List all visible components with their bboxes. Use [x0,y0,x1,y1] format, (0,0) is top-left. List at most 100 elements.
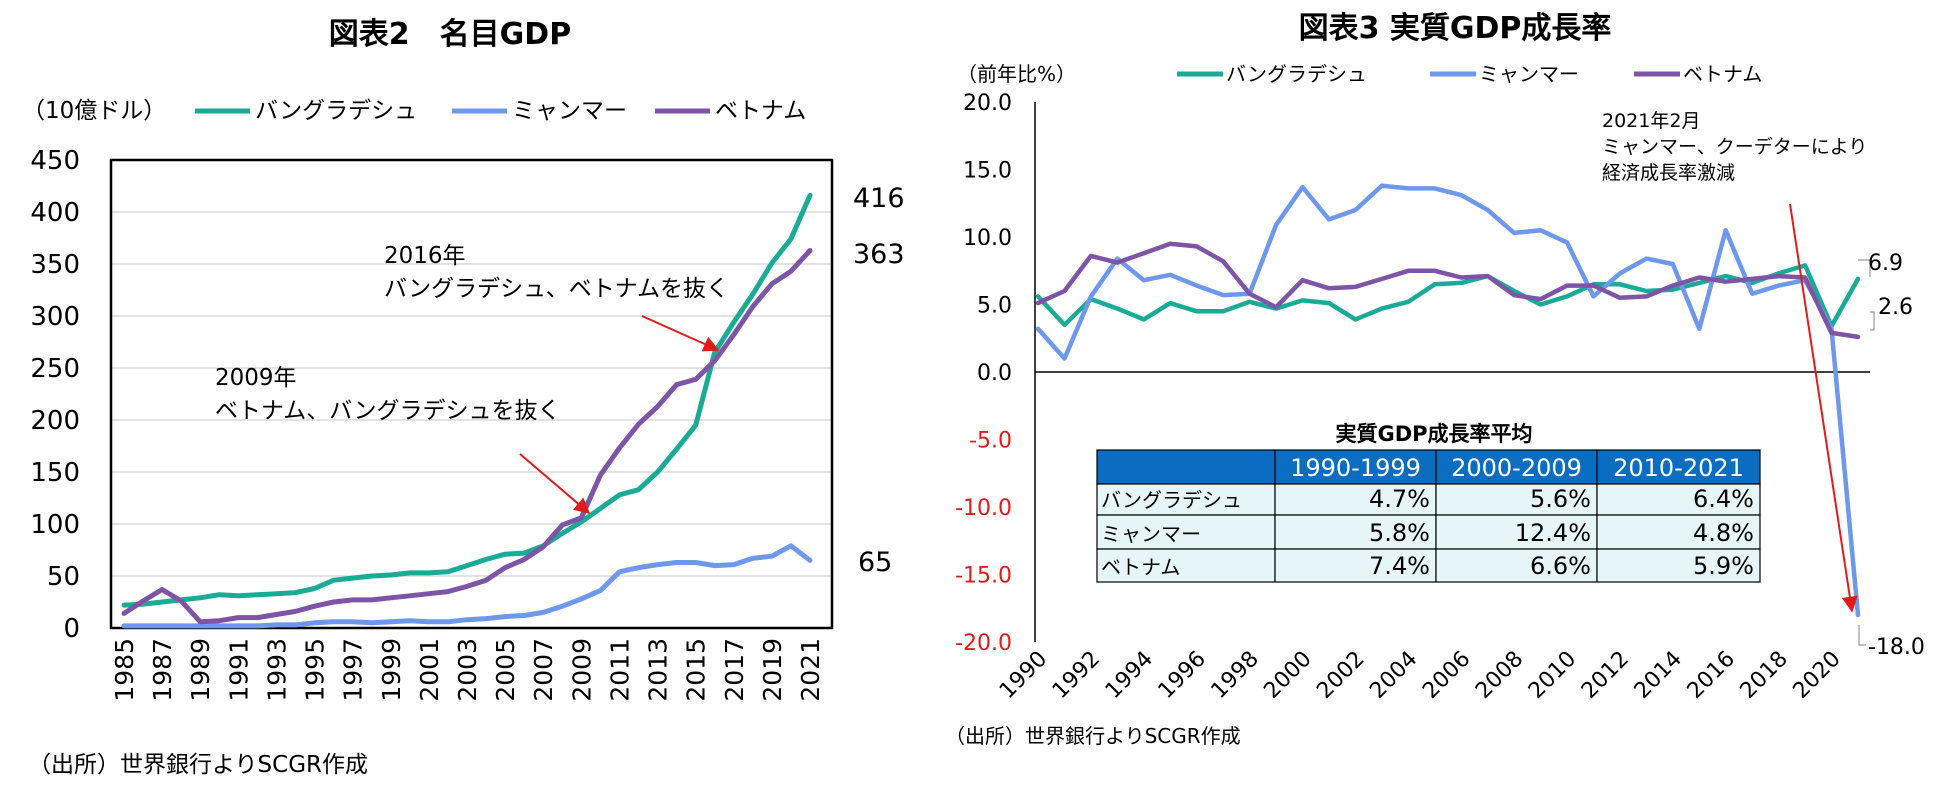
growth-annotation-line3: 経済成長率激減 [1602,162,1735,184]
gdp-annotation-2016-line1: 2016年 [384,243,466,269]
growth-x-tick-label: 2008 [1471,647,1528,704]
gdp-series-lines [121,192,813,629]
table-cell [1435,548,1598,583]
growth-legend-label-myanmar: ミャンマー [1479,62,1579,86]
growth-x-tick-label: 2016 [1683,647,1740,704]
table-header-label: 1990-1999 [1290,454,1421,482]
growth-y-tick-label: 15.0 [963,159,1012,184]
table-cell-value: 5.8% [1369,519,1430,547]
gdp-legend-label-myanmar: ミャンマー [512,98,627,124]
growth-line-myanmar [1035,183,1861,618]
gdp-x-tick-label: 1985 [110,638,139,702]
gdp-y-tick-label: 150 [30,458,80,488]
table-cell-value: 4.7% [1369,485,1430,513]
growth-y-axis: 20.0 15.0 10.0 5.0 0.0 -5.0 -10.0 -15.0 -20.0 [955,91,1012,656]
gdp-gridlines [111,211,832,577]
growth-x-tick-label: 2020 [1789,647,1846,704]
growth-annotation: 2021年2月 ミャンマー、クーデターにより 経済成長率激減 [1602,110,1867,613]
gdp-x-tick-label: 2017 [720,638,749,702]
gdp-x-tick-label: 1987 [148,638,177,702]
growth-x-tick-label: 1996 [1154,647,1211,704]
gdp-y-tick-label: 300 [30,302,80,332]
gdp-line-bangladesh [121,192,813,608]
growth-y-tick-label: 10.0 [963,226,1012,251]
table-cell [1096,548,1276,583]
table-cell-value: 6.4% [1693,485,1754,513]
growth-y-tick-label: 5.0 [977,294,1012,319]
gdp-annotation-2016-line2: バングラデシュ、ベトナムを抜く [384,276,729,302]
table-cell-value: 12.4% [1515,519,1591,547]
growth-line-bangladesh [1035,263,1861,329]
growth-y-unit-label: （前年比%） [957,62,1076,86]
growth-x-tick-label: 2006 [1418,647,1475,704]
table-row-label: ミャンマー [1101,522,1201,546]
table-header-label: 2000-2009 [1451,454,1582,482]
table-cell [1435,514,1598,550]
table-cell [1596,514,1761,550]
gdp-annotation-2009-line1: 2009年 [215,365,297,391]
table-cell [1435,483,1598,516]
growth-end-label-vietnam: 2.6 [1878,295,1913,320]
growth-series-lines [1035,183,1861,618]
growth-x-tick-label: 2010 [1524,647,1581,704]
table-cell-value: 6.6% [1530,552,1591,580]
gdp-y-tick-label: 0 [63,614,80,644]
gdp-x-tick-label: 2013 [644,638,673,702]
growth-annotation-line1: 2021年2月 [1602,110,1700,132]
gdp-x-tick-label: 2021 [796,638,825,702]
table-cell [1274,483,1437,516]
gdp-y-unit-label: （10億ドル） [22,98,166,124]
growth-average-table: 実質GDP成長率平均 1990-1999 2000-2009 2010-2021 バン… [1096,422,1761,583]
table-cell-value: 5.6% [1530,485,1591,513]
table-cell-value: 7.4% [1369,552,1430,580]
table-cell-value: 5.9% [1693,552,1754,580]
gdp-y-tick-label: 350 [30,250,80,280]
gdp-plot-frame [109,158,834,630]
table-row-label: バングラデシュ [1101,488,1242,512]
gdp-line-myanmar [121,543,813,629]
gdp-chart: 図表2 名目GDP （10億ドル） バングラデシュ ミャンマー ベトナム 0 50… [22,17,905,778]
table-header-label: 2010-2021 [1613,454,1744,482]
growth-y-tick-label: -15.0 [955,564,1012,589]
gdp-y-tick-label: 200 [30,406,80,436]
growth-x-axis: 1990199219941996199820002002200420062008… [995,647,1846,704]
gdp-x-tick-label: 2005 [491,638,520,702]
gdp-chart-title: 図表2 名目GDP [329,17,571,52]
gdp-x-tick-label: 2011 [605,638,634,702]
gdp-x-tick-label: 2001 [415,638,444,702]
gdp-annotation-2009-arrow [519,453,591,515]
growth-y-tick-label: 0.0 [977,361,1012,386]
gdp-annotation-2009-line2: ベトナム、バングラデシュを抜く [215,398,560,424]
gdp-annotation-2016: 2016年 バングラデシュ、ベトナムを抜く [384,243,729,352]
gdp-y-tick-label: 400 [30,198,80,228]
gdp-annotation-2009: 2009年 ベトナム、バングラデシュを抜く [215,365,591,515]
gdp-source-note: （出所）世界銀行よりSCGR作成 [28,752,368,778]
gdp-x-tick-label: 1995 [301,638,330,702]
leader-line-myanmar [1858,625,1866,646]
gdp-x-tick-label: 2019 [758,638,787,702]
table-cell [1596,548,1761,583]
growth-chart: 図表3 実質GDP成長率 （前年比%） バングラデシュ ミャンマー ベトナム 2… [945,11,1925,748]
gdp-end-label-vietnam: 363 [853,239,905,270]
gdp-end-label-bangladesh: 416 [853,183,905,214]
growth-annotation-arrow [1789,203,1858,613]
growth-x-tick-label: 2004 [1365,647,1422,704]
gdp-y-axis: 0 50 100 150 200 250 300 350 400 450 [30,146,80,644]
gdp-end-label-myanmar: 65 [858,547,892,578]
gdp-legend-label-vietnam: ベトナム [715,98,806,124]
growth-y-tick-label: -20.0 [955,631,1012,656]
gdp-x-tick-label: 2015 [682,638,711,702]
gdp-y-tick-label: 250 [30,354,80,384]
growth-legend: バングラデシュ ミャンマー ベトナム [1177,62,1762,86]
gdp-line-vietnam [121,248,813,625]
growth-chart-title: 図表3 実質GDP成長率 [1299,11,1612,46]
growth-x-tick-label: 1992 [1048,647,1105,704]
growth-end-label-leaders [1858,259,1875,646]
growth-x-tick-label: 2014 [1630,647,1687,704]
gdp-x-tick-label: 2009 [567,638,596,702]
growth-legend-label-vietnam: ベトナム [1683,62,1762,86]
gdp-x-tick-label: 1993 [262,638,291,702]
growth-legend-label-bangladesh: バングラデシュ [1226,62,1367,86]
leader-line-bangladesh [1858,259,1871,277]
